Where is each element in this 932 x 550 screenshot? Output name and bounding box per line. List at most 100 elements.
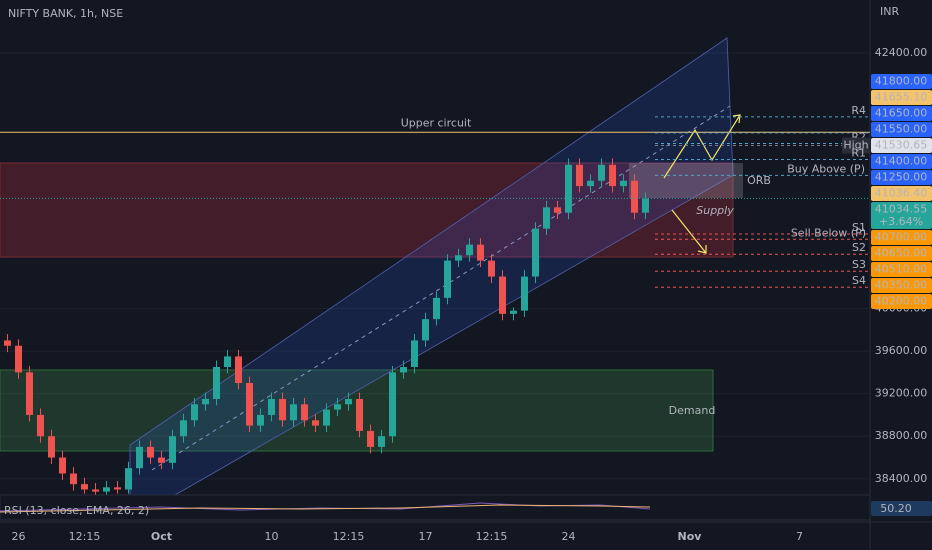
price-box <box>871 90 932 106</box>
candle-body <box>433 297 440 320</box>
price-box <box>871 106 932 122</box>
candle-body <box>389 372 396 437</box>
candle-body <box>521 276 528 311</box>
candle-body <box>147 446 154 458</box>
x-tick-label: Nov <box>678 530 703 543</box>
level-name: R1 <box>851 146 866 159</box>
rsi-label: RSI (13, close, EMA, 26, 2) <box>4 504 149 517</box>
candle-body <box>620 180 627 187</box>
price-box <box>871 138 932 154</box>
candle-body <box>125 468 132 490</box>
candle-body <box>235 356 242 384</box>
candle-body <box>554 207 561 213</box>
y-tick-label: 42400.00 <box>875 46 928 59</box>
chart-title: NIFTY BANK, 1h, NSE <box>8 7 123 20</box>
orb-box <box>629 163 743 198</box>
price-box <box>871 230 932 246</box>
price-label: 40700.00 <box>875 231 928 244</box>
candle-body <box>532 228 539 277</box>
x-tick-label: 12:15 <box>476 530 508 543</box>
price-box <box>871 246 932 262</box>
price-change: +3.64% <box>879 215 923 228</box>
level-name: S1 <box>852 221 866 234</box>
candle-body <box>136 446 143 469</box>
price-label: 41550.00 <box>875 123 928 136</box>
demand-label: Demand <box>669 404 716 417</box>
candle-body <box>422 319 429 341</box>
candle-body <box>411 340 418 368</box>
price-box <box>871 262 932 278</box>
candle-body <box>400 367 407 373</box>
price-box <box>871 122 932 138</box>
candle-body <box>455 255 462 261</box>
candle-body <box>587 180 594 187</box>
price-label: 41036.40 <box>875 187 928 200</box>
candle-body <box>510 310 517 314</box>
x-tick-label: 12:15 <box>69 530 101 543</box>
candle-body <box>4 340 11 346</box>
candle-body <box>70 473 77 485</box>
currency: INR <box>880 5 899 18</box>
candle-body <box>114 487 121 490</box>
candle-body <box>213 367 220 399</box>
plot-area <box>0 37 743 495</box>
price-label: 41250.00 <box>875 171 928 184</box>
candle-body <box>92 489 99 492</box>
price-box <box>871 186 932 202</box>
level-name: Sell Below (P) <box>791 226 866 239</box>
candle-body <box>444 260 451 298</box>
x-tick-label: Oct <box>151 530 172 543</box>
x-tick-label: 26 <box>12 530 26 543</box>
candle-body <box>169 436 176 463</box>
candle-body <box>279 398 286 421</box>
candle-body <box>312 420 319 426</box>
candle-body <box>543 207 550 229</box>
candle-body <box>26 372 33 415</box>
price-box <box>871 170 932 186</box>
rsi-ema <box>0 504 651 513</box>
candle-body <box>59 457 66 474</box>
price-box <box>871 154 932 170</box>
candle-body <box>378 436 385 447</box>
price-label: 41650.00 <box>875 107 928 120</box>
candle-body <box>81 484 88 490</box>
price-box <box>871 74 932 90</box>
candle-body <box>290 404 297 421</box>
price-label: 41034.55 <box>875 203 928 216</box>
candle-body <box>345 398 352 405</box>
candle-body <box>367 430 374 447</box>
price-box <box>871 278 932 294</box>
candle-body <box>598 164 605 181</box>
x-tick-label: 7 <box>796 530 803 543</box>
level-name: Buy Above (P) <box>787 162 865 175</box>
candle-body <box>103 487 110 492</box>
y-tick-label: 39200.00 <box>875 387 928 400</box>
level-name: S3 <box>852 258 866 271</box>
price-label: 40510.00 <box>875 263 928 276</box>
candle-body <box>202 398 209 405</box>
y-tick-label: 39600.00 <box>875 344 928 357</box>
candle-body <box>257 414 264 426</box>
candle-body <box>499 276 506 314</box>
price-label: 40650.00 <box>875 247 928 260</box>
candle-body <box>565 164 572 213</box>
rsi-value: 50.20 <box>880 502 912 515</box>
x-tick-label: 10 <box>265 530 279 543</box>
candle-body <box>268 398 275 415</box>
orb-label: ORB <box>747 174 771 187</box>
price-label: 41530.65 <box>875 139 928 152</box>
candle-body <box>609 164 616 187</box>
candle-body <box>180 420 187 437</box>
candle-body <box>576 164 583 187</box>
price-label: 41400.00 <box>875 155 928 168</box>
level-name: S2 <box>852 241 866 254</box>
y-tick-label: 38400.00 <box>875 472 928 485</box>
candle-body <box>334 404 341 410</box>
candle-body <box>466 244 473 256</box>
x-tick-label: 17 <box>419 530 433 543</box>
price-label: 40200.00 <box>875 295 928 308</box>
candle-body <box>631 180 638 213</box>
level-name: R4 <box>851 104 866 117</box>
